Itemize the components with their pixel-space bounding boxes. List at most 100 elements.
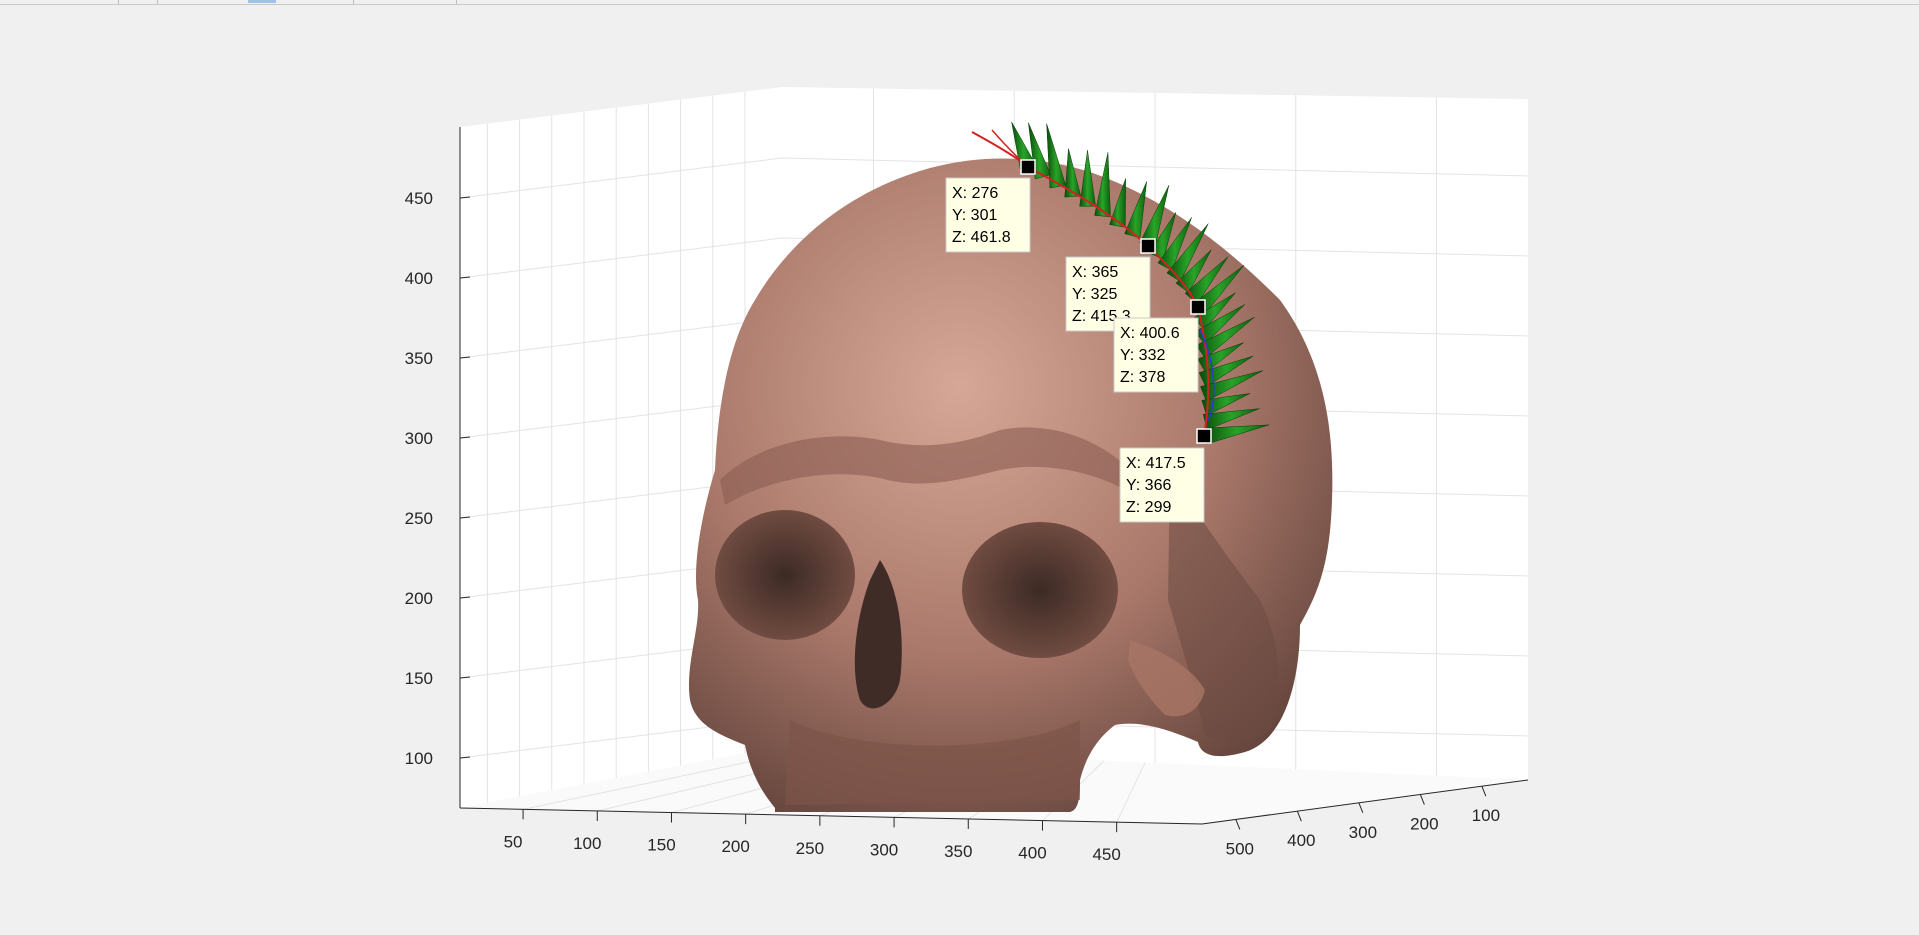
normal-cone xyxy=(1079,150,1096,207)
z-tick-label: 100 xyxy=(405,749,433,768)
y-tick-mark xyxy=(1235,819,1241,830)
y-tick-mark xyxy=(1481,786,1487,797)
z-tick-mark xyxy=(459,276,471,279)
datatip-line: Z: 378 xyxy=(1120,369,1165,386)
datatip[interactable]: X: 417.5 Y: 366 Z: 299 xyxy=(1119,428,1212,523)
normal-cone xyxy=(1194,304,1246,345)
x-axis-ticks: 50 100 150 200 250 300 350 400 450 xyxy=(504,809,1121,864)
z-tick-mark xyxy=(459,676,471,679)
normal-cone xyxy=(1094,152,1111,218)
z-tick-label: 300 xyxy=(405,429,433,448)
z-tick-mark xyxy=(459,596,471,599)
normal-cone xyxy=(1193,292,1236,331)
y-tick-label: 200 xyxy=(1410,815,1438,834)
datatip-line: X: 400.6 xyxy=(1120,325,1180,342)
y-tick-mark xyxy=(1358,802,1364,814)
skull-temporal-shadow xyxy=(1168,470,1279,742)
normal-cone xyxy=(1198,355,1254,388)
figure-toolbar-strip xyxy=(0,0,1919,5)
x-tick-label: 150 xyxy=(647,836,675,855)
datatip-line: X: 276 xyxy=(952,185,998,202)
datatip-box xyxy=(945,177,1031,253)
axis-lines xyxy=(459,127,1529,825)
z-gridline xyxy=(459,157,783,199)
z-tick-label: 150 xyxy=(405,669,433,688)
z-tick-mark xyxy=(459,436,471,439)
datatip[interactable]: X: 400.6 Y: 332 Z: 378 xyxy=(1113,299,1206,393)
toolbar-separator xyxy=(157,0,158,4)
datatip-marker[interactable] xyxy=(1020,159,1036,175)
normal-cone xyxy=(1064,148,1082,198)
datatip-marker[interactable] xyxy=(1140,238,1156,254)
datatip-line: X: 365 xyxy=(1072,264,1118,281)
datatip-line: Y: 366 xyxy=(1126,477,1171,494)
datatip-line: Y: 325 xyxy=(1072,286,1117,303)
z-tick-mark xyxy=(459,196,471,199)
left-eye-socket xyxy=(962,522,1118,658)
z-gridline xyxy=(459,237,783,279)
normal-cone xyxy=(1046,123,1067,189)
x-tick-label: 350 xyxy=(944,842,972,861)
nasal-cavity xyxy=(854,560,902,709)
toolbar-separator xyxy=(353,0,354,4)
datatip-box xyxy=(1113,317,1199,393)
y-tick-mark xyxy=(1419,794,1425,805)
datatip[interactable]: X: 276 Y: 301 Z: 461.8 xyxy=(945,159,1036,253)
skull-brow-ridge xyxy=(720,427,1130,505)
normal-cone xyxy=(1124,181,1147,239)
z-tick-mark xyxy=(459,756,471,759)
datatip-line: Y: 301 xyxy=(952,207,997,224)
datatip-marker[interactable] xyxy=(1196,428,1212,444)
toolbar-separator xyxy=(456,0,457,4)
y-tick-label: 400 xyxy=(1287,831,1315,850)
datatip-line: X: 417.5 xyxy=(1126,455,1186,472)
maxilla-teeth-region xyxy=(785,720,1080,805)
x-tick-label: 50 xyxy=(504,832,523,851)
normal-cone xyxy=(1197,342,1244,374)
y-tick-label: 500 xyxy=(1226,839,1254,858)
normal-cone xyxy=(1196,316,1255,359)
y-tick-label: 100 xyxy=(1472,806,1500,825)
path-guide xyxy=(1199,329,1215,421)
z-tick-label: 450 xyxy=(405,189,433,208)
y-axis-ticks: 500 400 300 200 100 xyxy=(1226,786,1500,858)
normal-cone xyxy=(1157,217,1192,271)
y-axis-line xyxy=(1201,779,1529,825)
x-tick-label: 450 xyxy=(1092,845,1120,864)
z-tick-mark xyxy=(459,356,471,359)
normal-cone xyxy=(1166,223,1209,282)
normal-cone xyxy=(1175,249,1212,294)
floor-gridline xyxy=(1116,762,1146,823)
datatip-line: Z: 299 xyxy=(1126,499,1171,516)
x-tick-label: 200 xyxy=(721,837,749,856)
y-tick-label: 300 xyxy=(1349,823,1377,842)
z-tick-label: 200 xyxy=(405,589,433,608)
zygomatic-arch xyxy=(1128,640,1205,717)
z-gridline xyxy=(459,317,783,359)
z-tick-label: 400 xyxy=(405,269,433,288)
normal-cone xyxy=(1184,256,1229,305)
x-tick-label: 300 xyxy=(870,840,898,859)
y-tick-mark xyxy=(1296,810,1302,822)
z-tick-label: 350 xyxy=(405,349,433,368)
z-tick-mark xyxy=(459,516,471,519)
x-axis-line xyxy=(459,807,1203,825)
datatip-line: Y: 332 xyxy=(1120,347,1165,364)
x-tick-label: 250 xyxy=(796,839,824,858)
toolbar-active-button[interactable] xyxy=(248,0,276,3)
normal-cone xyxy=(1109,178,1126,228)
datatip-box xyxy=(1119,447,1205,523)
normal-cone xyxy=(1200,370,1264,402)
toolbar-separator xyxy=(118,0,119,4)
right-eye-socket xyxy=(715,510,855,640)
datatip-marker[interactable] xyxy=(1190,299,1206,315)
z-tick-label: 250 xyxy=(405,509,433,528)
surface-normal-arrows xyxy=(1011,121,1270,445)
datatip-line: Z: 461.8 xyxy=(952,229,1011,246)
x-tick-label: 400 xyxy=(1018,844,1046,863)
x-tick-label: 100 xyxy=(573,834,601,853)
z-axis-ticks: 450 400 350 300 250 200 150 100 xyxy=(405,189,471,768)
